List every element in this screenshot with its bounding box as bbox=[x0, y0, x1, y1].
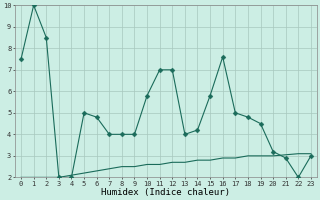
X-axis label: Humidex (Indice chaleur): Humidex (Indice chaleur) bbox=[101, 188, 230, 197]
